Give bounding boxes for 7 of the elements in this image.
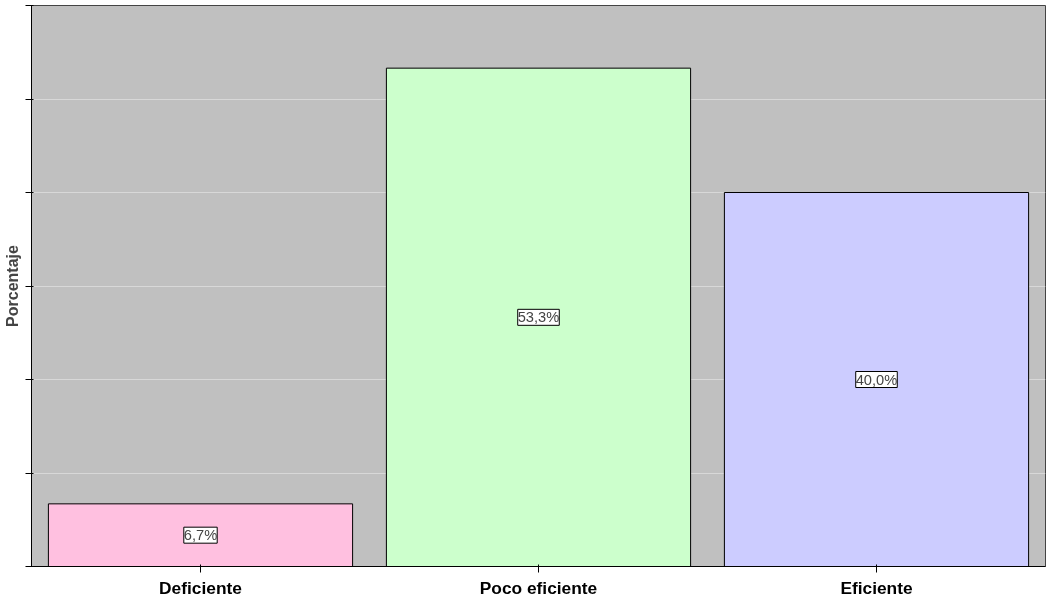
x-tick-label: Eficiente xyxy=(840,577,913,598)
x-tick-label: Deficiente xyxy=(159,577,243,598)
data-label: 40,0% xyxy=(855,371,898,388)
y-axis-title: Porcentaje xyxy=(3,244,21,327)
data-label: 53,3% xyxy=(517,309,560,326)
data-label: 6,7% xyxy=(183,527,218,544)
x-tick-label: Poco eficiente xyxy=(479,577,598,598)
